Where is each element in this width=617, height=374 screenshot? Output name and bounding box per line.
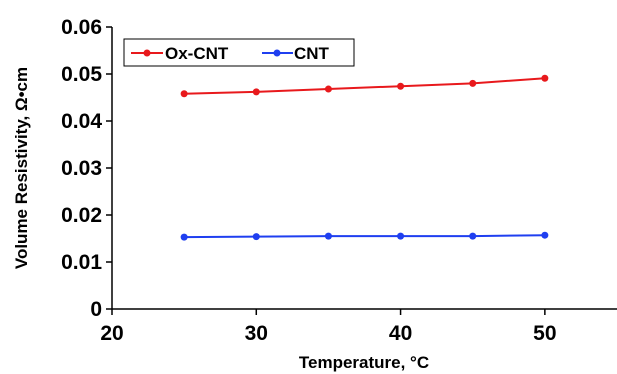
- plot-axes: [111, 27, 617, 310]
- x-tick-label: 50: [533, 322, 556, 345]
- data-point-ox-cnt: [324, 85, 332, 93]
- series-line-ox-cnt: [184, 77, 545, 95]
- y-tick-label: 0.06: [61, 16, 102, 39]
- y-tick-label: 0.01: [61, 251, 102, 274]
- data-point-ox-cnt: [469, 79, 477, 87]
- x-axis-title: Temperature, °C: [299, 353, 429, 372]
- series-layer: [180, 74, 549, 241]
- legend-marker-ox-cnt: [143, 49, 151, 57]
- legend: Ox-CNT CNT: [123, 38, 355, 67]
- y-axis-title: Volume Resistivity, Ω•cm: [12, 67, 31, 269]
- y-tick-label: 0: [90, 298, 102, 321]
- data-point-ox-cnt: [252, 88, 260, 96]
- y-tick-label: 0.03: [61, 157, 102, 180]
- data-point-cnt: [324, 232, 332, 240]
- data-point-cnt: [252, 233, 260, 241]
- legend-marker-cnt: [273, 49, 281, 57]
- data-point-cnt: [541, 231, 549, 239]
- data-point-cnt: [397, 232, 405, 240]
- data-point-ox-cnt: [180, 90, 188, 98]
- data-point-cnt: [180, 233, 188, 241]
- x-tick-label: 30: [245, 322, 268, 345]
- legend-label-ox-cnt: Ox-CNT: [165, 44, 229, 63]
- x-tick-label: 20: [100, 322, 123, 345]
- data-point-cnt: [469, 232, 477, 240]
- y-axis-ticks: 0 0.01 0.02 0.03 0.04 0.05 0.06: [61, 16, 112, 321]
- data-point-ox-cnt: [397, 82, 405, 90]
- legend-label-cnt: CNT: [294, 44, 330, 63]
- x-axis-ticks: 20 30 40 50: [100, 309, 557, 345]
- data-point-ox-cnt: [541, 74, 549, 82]
- x-tick-label: 40: [389, 322, 412, 345]
- y-tick-label: 0.02: [61, 204, 102, 227]
- y-tick-label: 0.04: [61, 110, 102, 133]
- series-line-cnt: [184, 234, 545, 239]
- y-tick-label: 0.05: [61, 63, 102, 86]
